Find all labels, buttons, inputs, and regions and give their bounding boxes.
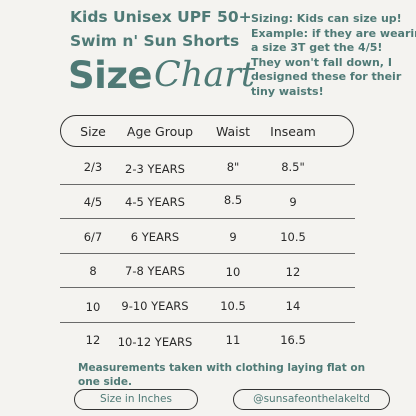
- row-divider: [60, 184, 355, 185]
- sizing-note-line: a size 3T get the 4/5!: [251, 41, 383, 55]
- column-header-waist: Waist: [215, 124, 251, 139]
- sizing-note-line: Sizing: Kids can size up!: [251, 12, 402, 25]
- table-cell-age-group: 6 YEARS: [130, 230, 180, 244]
- table-cell-waist: 8.5: [223, 193, 243, 207]
- sizing-note-line: designed these for their: [251, 70, 402, 84]
- table-cell-waist: 11: [225, 333, 241, 347]
- table-cell-size: 4/5: [83, 195, 103, 209]
- table-cell-inseam: 9: [289, 195, 297, 209]
- table-cell-size: 12: [85, 333, 101, 347]
- row-divider: [60, 253, 355, 254]
- chart-heading: Chart: [154, 55, 255, 95]
- table-cell-inseam: 10.5: [280, 230, 306, 244]
- table-cell-waist: 9: [229, 230, 237, 244]
- table-cell-waist: 8": [226, 160, 240, 174]
- size-units-badge: Size in Inches: [74, 389, 198, 410]
- social-handle-badge[interactable]: @sunsafeonthelakeltd: [233, 389, 390, 410]
- table-cell-size: 10: [85, 300, 101, 314]
- table-cell-age-group: 2-3 YEARS: [125, 162, 185, 176]
- size-heading: Size: [68, 54, 152, 97]
- sizing-note-line: Example: if they are wearing: [251, 26, 416, 40]
- sizing-note-line: They won't fall down, I: [251, 55, 392, 69]
- table-cell-waist: 10: [225, 265, 241, 279]
- row-divider: [60, 218, 355, 219]
- column-header-size: Size: [80, 124, 106, 139]
- column-header-inseam: Inseam: [270, 124, 316, 139]
- title-line-1: Kids Unisex UPF 50+: [70, 8, 252, 26]
- table-cell-inseam: 16.5: [280, 333, 306, 347]
- row-divider: [60, 322, 355, 323]
- sizing-note-line: tiny waists!: [251, 84, 324, 98]
- table-cell-size: 6/7: [83, 230, 103, 244]
- table-cell-inseam: 8.5": [281, 160, 305, 174]
- table-cell-age-group: 7-8 YEARS: [125, 264, 185, 278]
- table-cell-age-group: 4-5 YEARS: [125, 195, 185, 209]
- footnote-line: Measurements taken with clothing laying …: [78, 362, 366, 374]
- footnote-line: one side.: [78, 376, 132, 388]
- column-header-age-group: Age Group: [126, 124, 194, 139]
- table-cell-inseam: 12: [285, 265, 301, 279]
- row-divider: [60, 287, 355, 288]
- table-cell-waist: 10.5: [220, 299, 246, 313]
- table-cell-size: 2/3: [83, 160, 103, 174]
- table-cell-inseam: 14: [285, 299, 301, 313]
- sizing-note: Sizing: Kids can size up! Example: if th…: [251, 12, 416, 100]
- table-cell-size: 8: [89, 264, 97, 278]
- measurement-footnote: Measurements taken with clothing laying …: [78, 361, 365, 389]
- table-header: [60, 115, 354, 147]
- table-cell-age-group: 9-10 YEARS: [121, 299, 189, 313]
- title-line-2: Swim n' Sun Shorts: [70, 32, 240, 50]
- table-cell-age-group: 10-12 YEARS: [117, 335, 193, 349]
